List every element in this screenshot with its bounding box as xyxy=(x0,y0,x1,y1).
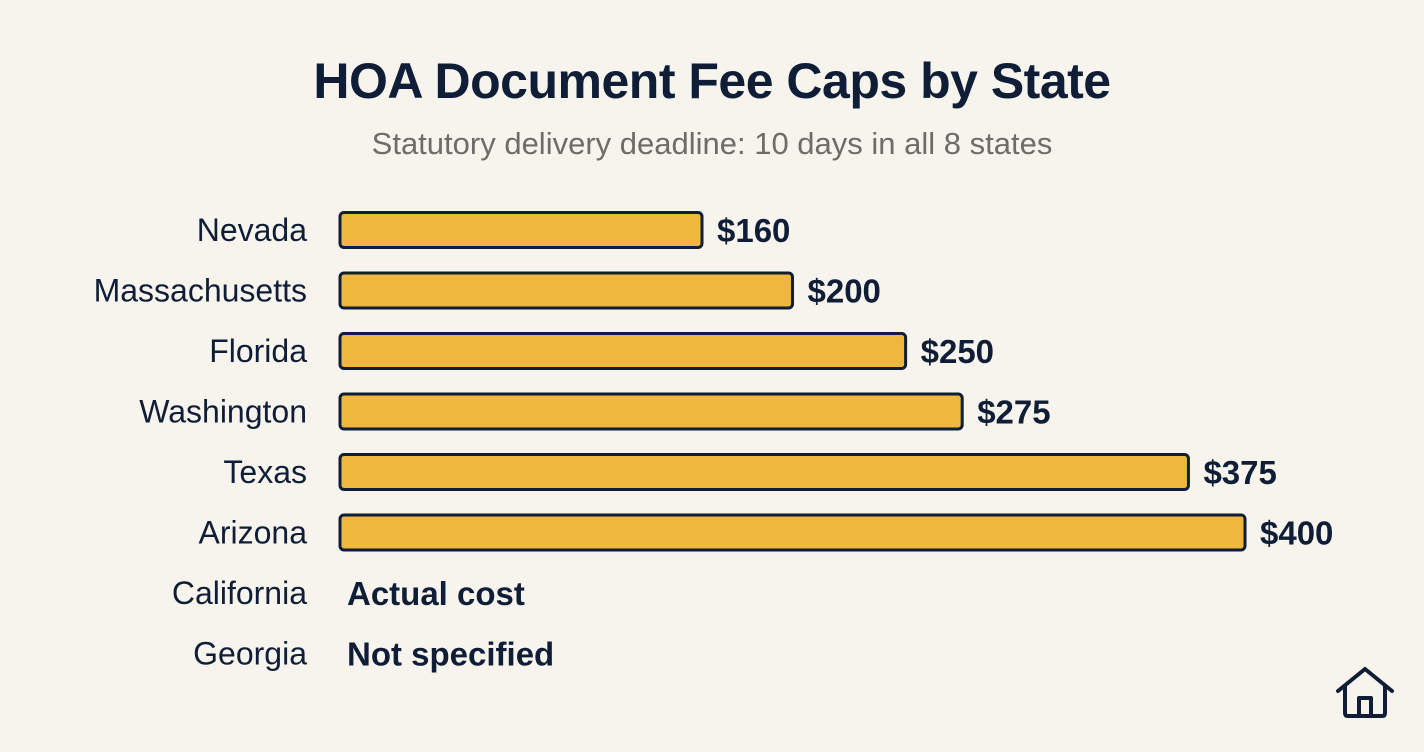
bar xyxy=(338,453,1190,491)
bar xyxy=(338,513,1247,552)
value-label: $160 xyxy=(717,212,790,249)
chart-title: HOA Document Fee Caps by State xyxy=(313,53,1111,109)
bar xyxy=(338,271,794,310)
category-label: Texas xyxy=(223,454,307,490)
value-label: Not specified xyxy=(347,636,554,673)
category-label: Nevada xyxy=(197,212,308,248)
category-label: California xyxy=(172,575,307,611)
category-label: Georgia xyxy=(193,636,307,672)
value-label: $250 xyxy=(921,333,994,370)
category-label: Florida xyxy=(209,333,307,369)
category-label: Massachusetts xyxy=(94,273,307,309)
value-label: $375 xyxy=(1203,454,1276,491)
value-label: $400 xyxy=(1260,515,1333,552)
value-label: $275 xyxy=(977,394,1050,431)
home-icon xyxy=(1336,667,1394,718)
bar xyxy=(338,332,908,370)
chart-subtitle: Statutory delivery deadline: 10 days in … xyxy=(371,126,1053,161)
bar xyxy=(338,211,704,249)
bar xyxy=(338,392,964,431)
value-label: $200 xyxy=(808,273,881,310)
category-label: Washington xyxy=(139,394,307,430)
value-label: Actual cost xyxy=(347,575,525,612)
category-label: Arizona xyxy=(199,515,308,551)
